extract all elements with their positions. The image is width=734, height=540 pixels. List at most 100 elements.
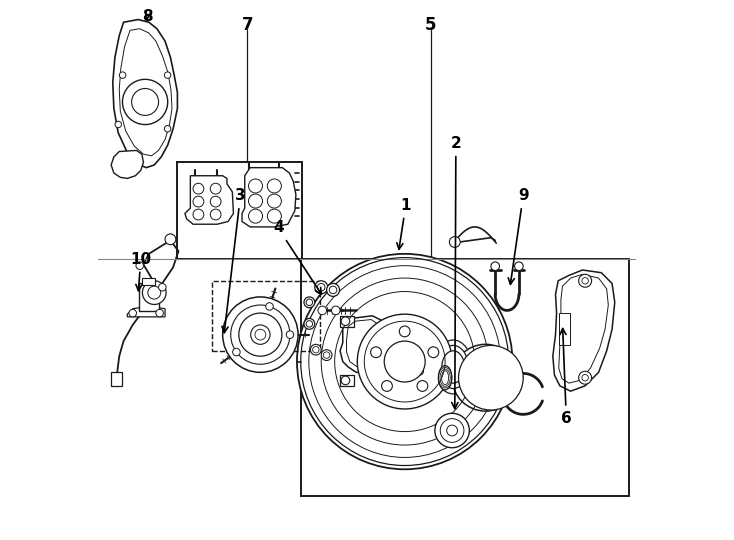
Circle shape	[330, 286, 337, 294]
Circle shape	[578, 372, 592, 384]
Circle shape	[267, 209, 281, 223]
Text: 1: 1	[397, 198, 411, 249]
Circle shape	[193, 183, 204, 194]
Circle shape	[129, 309, 137, 317]
Circle shape	[357, 314, 452, 409]
Circle shape	[416, 368, 424, 375]
Ellipse shape	[407, 322, 417, 339]
Polygon shape	[185, 176, 233, 224]
Bar	[111, 373, 122, 386]
Circle shape	[317, 284, 325, 291]
Circle shape	[249, 179, 263, 193]
Circle shape	[304, 297, 315, 308]
Circle shape	[384, 341, 425, 382]
Circle shape	[193, 196, 204, 207]
Circle shape	[210, 196, 221, 207]
Bar	[559, 313, 570, 346]
Circle shape	[371, 347, 382, 357]
Circle shape	[120, 72, 126, 78]
Polygon shape	[113, 19, 178, 167]
Text: 4: 4	[273, 220, 321, 294]
Text: 6: 6	[560, 328, 572, 426]
Circle shape	[210, 209, 221, 220]
Text: 2: 2	[451, 136, 461, 409]
Circle shape	[165, 234, 176, 245]
Circle shape	[332, 306, 340, 315]
Circle shape	[304, 319, 315, 329]
Circle shape	[399, 326, 410, 337]
Circle shape	[382, 381, 393, 392]
Circle shape	[266, 303, 273, 310]
Circle shape	[383, 326, 392, 335]
Circle shape	[324, 352, 330, 359]
Circle shape	[193, 209, 204, 220]
Circle shape	[136, 262, 143, 269]
Circle shape	[222, 297, 298, 373]
Ellipse shape	[438, 366, 452, 390]
Text: 8: 8	[142, 9, 153, 24]
Circle shape	[321, 350, 332, 361]
Ellipse shape	[400, 359, 410, 375]
Circle shape	[341, 376, 350, 384]
Circle shape	[383, 363, 392, 372]
Ellipse shape	[438, 346, 468, 388]
Circle shape	[210, 183, 221, 194]
Circle shape	[156, 309, 164, 317]
Circle shape	[164, 125, 171, 132]
Circle shape	[310, 345, 321, 355]
Text: 10: 10	[130, 252, 151, 291]
Circle shape	[459, 351, 512, 404]
Bar	[139, 284, 159, 312]
Circle shape	[306, 299, 313, 306]
Circle shape	[250, 325, 270, 345]
Bar	[301, 259, 629, 496]
Text: 5: 5	[425, 16, 436, 34]
Bar	[212, 281, 319, 351]
Circle shape	[417, 381, 428, 392]
Circle shape	[267, 179, 281, 193]
Ellipse shape	[393, 359, 403, 375]
Circle shape	[341, 317, 350, 326]
Circle shape	[413, 364, 426, 378]
Ellipse shape	[435, 340, 472, 394]
Circle shape	[306, 321, 313, 327]
Circle shape	[131, 89, 159, 116]
Circle shape	[164, 72, 171, 78]
Circle shape	[142, 281, 166, 305]
Circle shape	[318, 306, 327, 315]
Circle shape	[315, 281, 327, 294]
Bar	[340, 316, 354, 327]
Text: 7: 7	[241, 16, 253, 34]
Bar	[178, 163, 302, 259]
Circle shape	[435, 413, 469, 448]
Text: 3: 3	[222, 188, 246, 333]
Ellipse shape	[401, 322, 410, 339]
Circle shape	[459, 346, 523, 410]
Circle shape	[233, 348, 240, 356]
Circle shape	[239, 313, 282, 356]
Circle shape	[249, 209, 263, 223]
Ellipse shape	[442, 351, 465, 383]
Ellipse shape	[394, 322, 404, 339]
Polygon shape	[553, 270, 615, 391]
Circle shape	[313, 347, 319, 353]
Polygon shape	[340, 316, 391, 373]
Circle shape	[578, 274, 592, 287]
Circle shape	[249, 194, 263, 208]
Circle shape	[491, 262, 500, 271]
Circle shape	[286, 331, 294, 339]
Circle shape	[123, 79, 167, 125]
Circle shape	[449, 237, 460, 247]
Polygon shape	[242, 167, 296, 227]
Bar	[142, 278, 156, 285]
Circle shape	[297, 254, 512, 469]
Text: 9: 9	[508, 188, 528, 284]
Polygon shape	[127, 308, 165, 317]
Circle shape	[452, 345, 519, 411]
Circle shape	[159, 284, 166, 291]
Circle shape	[327, 284, 340, 296]
Circle shape	[267, 194, 281, 208]
Circle shape	[428, 347, 439, 357]
Circle shape	[230, 305, 290, 364]
Circle shape	[115, 121, 122, 127]
